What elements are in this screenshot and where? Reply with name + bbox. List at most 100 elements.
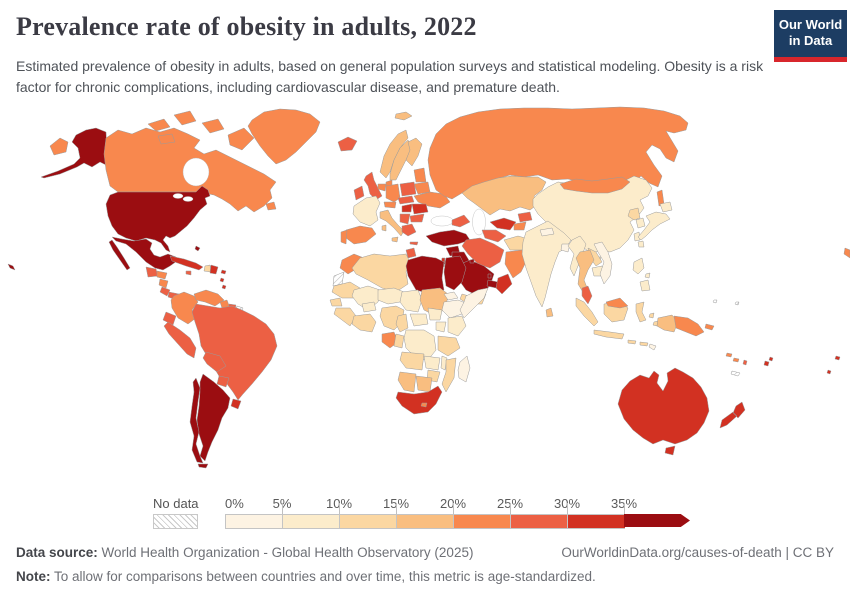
country-congo[interactable] — [393, 333, 405, 349]
legend-swatch-15-20[interactable] — [396, 514, 454, 529]
country-united-kingdom[interactable] — [363, 171, 383, 201]
country-svalbard[interactable] — [394, 111, 413, 121]
country-italy[interactable] — [379, 209, 405, 243]
country-uzbekistan[interactable] — [489, 217, 517, 231]
country-qatar[interactable] — [487, 273, 492, 279]
country-new-caledonia[interactable] — [730, 370, 741, 377]
country-peru[interactable] — [163, 321, 197, 359]
country-tanzania[interactable] — [437, 335, 461, 357]
country-portugal[interactable] — [340, 229, 348, 245]
country-iceland[interactable] — [337, 136, 358, 152]
legend-swatch-5-10[interactable] — [282, 514, 340, 529]
country-malaysia[interactable] — [581, 285, 593, 305]
country-greece[interactable] — [401, 223, 419, 246]
country-alpine-states[interactable] — [383, 201, 397, 209]
country-egypt[interactable] — [443, 255, 467, 291]
country-bulgaria[interactable] — [409, 213, 425, 223]
country-dominican-republic[interactable] — [209, 264, 219, 275]
country-hungary[interactable] — [401, 203, 413, 213]
country-fiji[interactable] — [763, 356, 774, 367]
owid-link[interactable]: OurWorldinData.org/causes-of-death | CC … — [561, 545, 834, 560]
no-data-swatch[interactable] — [153, 514, 198, 529]
country-mozambique[interactable] — [441, 357, 457, 393]
country-ghana-region[interactable] — [351, 313, 377, 333]
country-uruguay[interactable] — [230, 398, 242, 410]
country-malaysia-borneo[interactable] — [605, 297, 629, 309]
country-russia-wrapped-west[interactable] — [49, 137, 69, 156]
country-mexico[interactable] — [108, 236, 178, 271]
country-kenya[interactable] — [447, 315, 467, 337]
country-turkmenistan[interactable] — [481, 229, 507, 243]
country-libya[interactable] — [405, 255, 445, 295]
country-south-sudan[interactable] — [427, 307, 443, 321]
owid-logo[interactable]: Our World in Data — [774, 10, 847, 62]
country-oman[interactable] — [495, 273, 513, 295]
country-france[interactable] — [352, 195, 381, 227]
country-sri-lanka[interactable] — [545, 307, 554, 318]
country-honduras[interactable] — [156, 270, 168, 280]
country-caucasus[interactable] — [451, 214, 471, 228]
country-timor-leste[interactable] — [648, 343, 657, 351]
country-russia-wrapped-east[interactable] — [843, 247, 850, 259]
country-madagascar[interactable] — [457, 355, 471, 383]
country-usa-alaska[interactable] — [40, 127, 109, 179]
country-south-africa[interactable] — [395, 385, 443, 415]
country-taiwan[interactable] — [633, 231, 641, 242]
country-north-korea[interactable] — [627, 207, 641, 221]
country-vietnam[interactable] — [593, 241, 613, 285]
country-venezuela[interactable] — [193, 289, 225, 307]
country-burkina-faso[interactable] — [361, 301, 377, 313]
country-iran[interactable] — [461, 237, 505, 269]
country-indonesia-papua[interactable] — [656, 314, 679, 333]
country-central-african-republic[interactable] — [409, 313, 429, 327]
country-canada-arctic-islands[interactable] — [147, 110, 255, 151]
country-tajikistan[interactable] — [513, 221, 527, 231]
country-ecuador[interactable] — [162, 311, 177, 326]
legend-swatch-10-15[interactable] — [339, 514, 397, 529]
country-uganda[interactable] — [435, 321, 447, 333]
country-norway[interactable] — [379, 129, 409, 179]
country-australia[interactable] — [617, 367, 710, 445]
country-baltic-states[interactable] — [413, 167, 427, 183]
country-mongolia[interactable] — [559, 176, 631, 194]
country-kuwait[interactable] — [469, 258, 475, 264]
country-western-balkans[interactable] — [399, 213, 411, 225]
country-japan[interactable] — [637, 201, 673, 248]
country-bahamas[interactable] — [194, 245, 201, 252]
country-lesser-antilles[interactable] — [219, 277, 227, 290]
country-eritrea[interactable] — [443, 291, 459, 301]
country-botswana[interactable] — [415, 375, 433, 393]
country-romania[interactable] — [411, 203, 429, 215]
country-argentina[interactable] — [196, 373, 231, 462]
country-philippines[interactable] — [632, 257, 651, 292]
country-poland[interactable] — [399, 181, 417, 197]
country-chile[interactable] — [189, 377, 209, 469]
country-ireland[interactable] — [353, 185, 365, 201]
country-zambia[interactable] — [423, 355, 441, 371]
country-india[interactable] — [521, 220, 572, 308]
country-chad[interactable] — [399, 289, 423, 313]
country-nepal[interactable] — [539, 227, 555, 237]
country-malawi[interactable] — [440, 355, 448, 371]
country-tonga[interactable] — [826, 369, 832, 375]
legend-swatch-30-35[interactable] — [567, 514, 625, 529]
country-vanuatu[interactable] — [742, 359, 748, 366]
country-jamaica[interactable] — [185, 270, 192, 276]
country-myanmar[interactable] — [567, 235, 587, 277]
country-haiti[interactable] — [203, 264, 212, 273]
country-angola[interactable] — [399, 351, 425, 371]
country-papua-new-guinea[interactable] — [673, 315, 715, 337]
country-finland[interactable] — [405, 137, 423, 167]
country-algeria[interactable] — [351, 253, 411, 293]
country-cameroon[interactable] — [395, 313, 409, 333]
country-costa-rica[interactable] — [159, 286, 171, 297]
country-germany[interactable] — [385, 183, 401, 203]
country-guinea-region[interactable] — [333, 307, 357, 327]
country-cuba[interactable] — [169, 255, 204, 271]
country-new-zealand[interactable] — [719, 401, 746, 429]
country-indonesia[interactable] — [575, 297, 659, 347]
country-spain[interactable] — [345, 225, 377, 245]
country-brazil[interactable] — [191, 303, 278, 401]
legend-swatch-0-5[interactable] — [225, 514, 283, 529]
